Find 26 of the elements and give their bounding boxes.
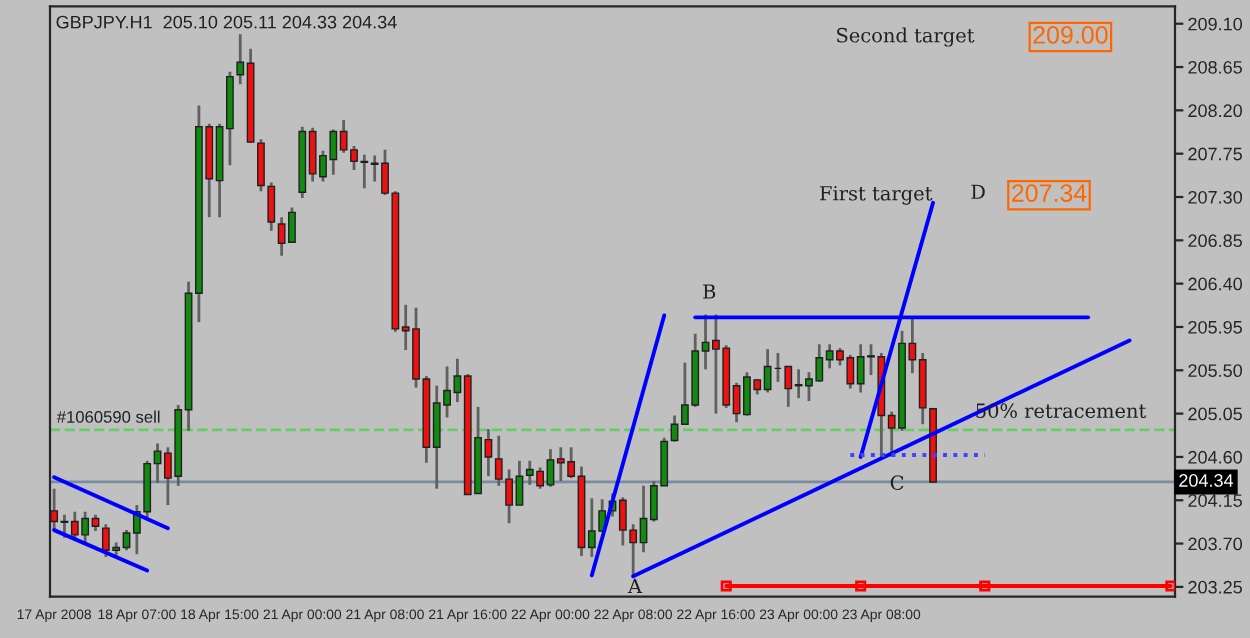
annotation: 209.00 [1033, 26, 1108, 44]
y-tick-label: 204.60 [1188, 450, 1243, 464]
y-tick-label: 206.85 [1188, 234, 1242, 248]
y-tick-label: 209.10 [1188, 17, 1243, 31]
y-tick-label: 203.25 [1188, 580, 1242, 594]
y-tick-label: 205.50 [1188, 364, 1243, 378]
ref-line-label: 204.34 [1179, 474, 1234, 487]
y-tick-label: 206.40 [1188, 277, 1243, 291]
y-tick-label: 207.30 [1188, 190, 1243, 204]
y-tick-label: 208.20 [1188, 104, 1243, 118]
annotation: D [971, 184, 985, 199]
y-tick-label: 208.65 [1188, 60, 1242, 74]
y-tick-label: 204.15 [1188, 494, 1242, 507]
y-tick-label: 205.95 [1188, 320, 1242, 334]
annotation: First target [820, 186, 933, 205]
annotation: C [890, 475, 904, 491]
ref-line-label: #1060590 sell [56, 410, 160, 423]
candlestick [267, 181, 276, 233]
annotation: 207.34 [1012, 184, 1087, 202]
annotation: A [627, 578, 643, 594]
y-tick-label: 205.05 [1188, 407, 1242, 421]
y-tick-label: 203.70 [1188, 537, 1243, 551]
chart-title: GBPJPY.H1 205.10 205.11 204.33 204.34 [56, 15, 397, 29]
annotation: B [703, 284, 716, 299]
annotation: Second target [837, 27, 975, 47]
y-tick-label: 207.75 [1188, 147, 1242, 161]
